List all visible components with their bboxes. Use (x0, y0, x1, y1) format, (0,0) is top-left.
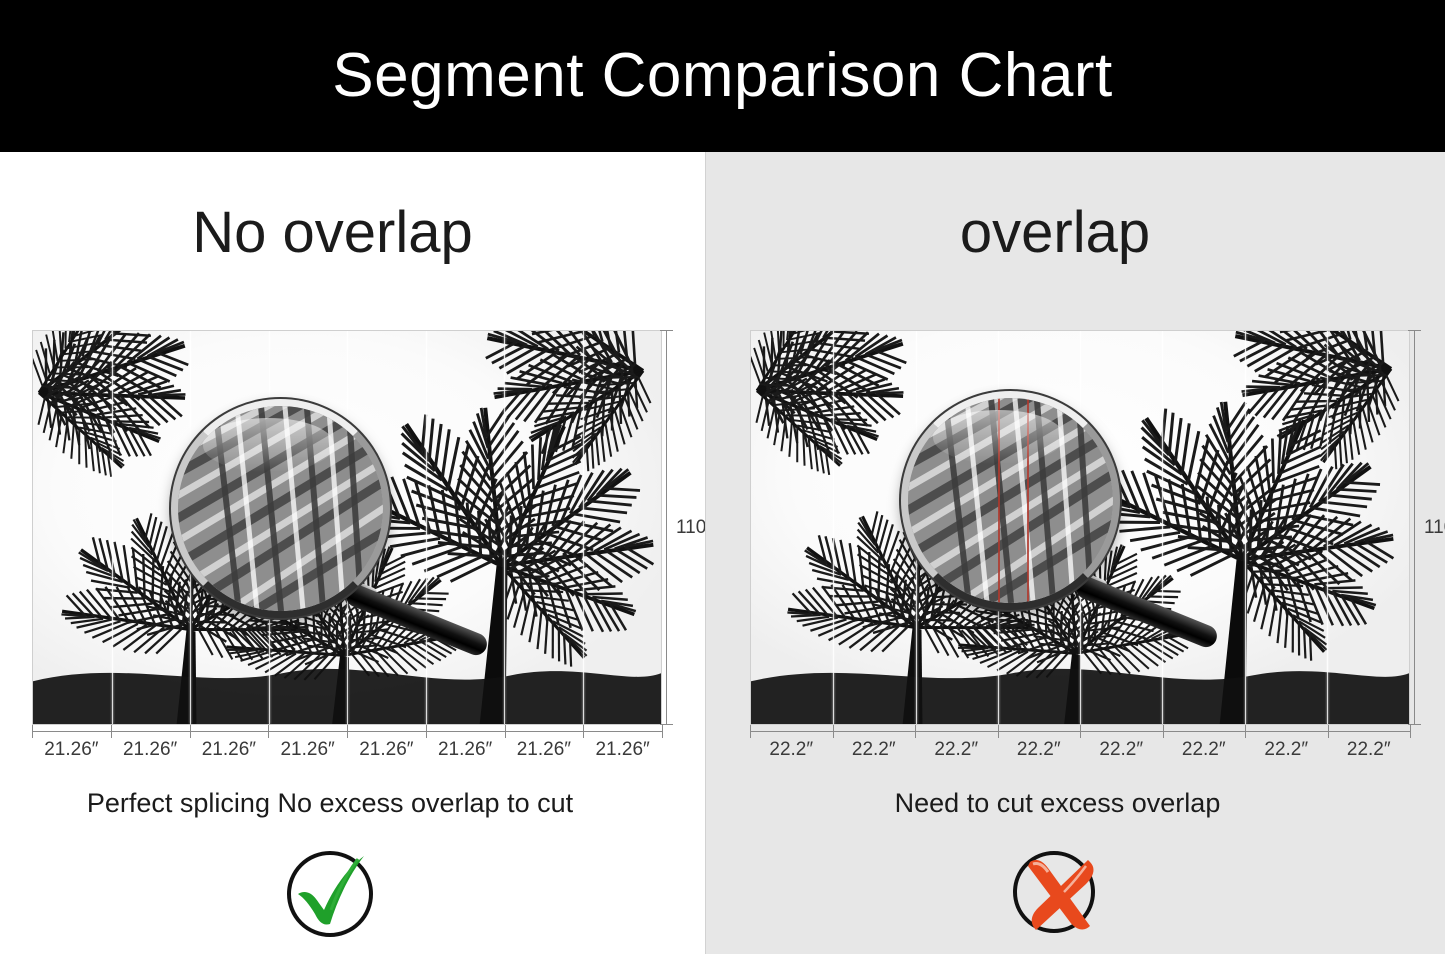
dimension-rule (666, 330, 667, 725)
mural-image-no-overlap (32, 330, 662, 725)
cross-mark-icon (1012, 851, 1095, 933)
dimension-tick (1408, 330, 1421, 331)
height-label: 110″ (1424, 516, 1445, 538)
segment-seam (1162, 331, 1164, 724)
dimension-rule (1414, 330, 1415, 725)
segment-seam (347, 331, 348, 724)
segment-seam (111, 331, 113, 724)
segment-width-label: 21.26″ (280, 739, 335, 760)
segment-seam (582, 331, 584, 724)
panel-no-overlap: No overlap (0, 152, 713, 954)
segment-seam (1326, 331, 1328, 724)
width-dimension-line-no-overlap: 21.26″ 21.26″ 21.26″ 21.26″ 21.26″ 21.26… (32, 725, 663, 777)
segment-seam (915, 331, 917, 724)
height-label: 110″ (676, 516, 714, 538)
segment-seam (997, 331, 999, 724)
verdict-no-overlap (0, 840, 705, 944)
caption-no-overlap: Perfect splicing No excess overlap to cu… (86, 788, 574, 818)
segment-seam (425, 331, 427, 724)
segment-width-label: 22.2″ (1016, 739, 1061, 760)
mural-figure-overlap: 22.2″ 22.2″ 22.2″ 22.2″ 22.2″ 22.2″ 22.2… (750, 330, 1411, 777)
panel-heading-overlap: overlap (959, 200, 1151, 265)
segment-seam (1244, 331, 1246, 724)
segment-width-label: 22.2″ (1099, 739, 1144, 760)
verdict-overlap (705, 840, 1445, 944)
segment-width-label: 21.26″ (595, 739, 650, 760)
segment-seam (833, 331, 835, 724)
panel-overlap: overlap (705, 152, 1445, 954)
segment-width-label: 21.26″ (359, 739, 414, 760)
segment-width-label: 21.26″ (122, 739, 178, 760)
segment-width-label: 22.2″ (1181, 739, 1226, 760)
segment-width-label: 22.2″ (1264, 739, 1309, 760)
title-banner: Segment Comparison Chart (0, 0, 1445, 152)
mural-figure-no-overlap: 21.26″ 21.26″ 21.26″ 21.26″ 21.26″ 21.26… (32, 330, 663, 777)
comparison-panels: No overlap (0, 152, 1445, 954)
segment-seam (190, 331, 191, 724)
dimension-tick (660, 724, 673, 725)
dimension-tick (1408, 724, 1421, 725)
panel-divider (705, 152, 706, 954)
panel-heading-no-overlap: No overlap (192, 200, 473, 265)
height-dimension-line-no-overlap: 110″ (660, 330, 723, 725)
segment-width-label: 21.26″ (201, 739, 257, 760)
segment-width-label: 22.2″ (851, 739, 896, 760)
segment-seam (268, 331, 270, 724)
page-title: Segment Comparison Chart (332, 41, 1113, 110)
height-dimension-line-overlap: 110″ (1408, 330, 1445, 725)
segment-width-label: 22.2″ (934, 739, 979, 760)
segment-width-label: 22.2″ (769, 739, 814, 760)
segment-width-label: 21.26″ (44, 739, 99, 760)
caption-overlap: Need to cut excess overlap (894, 788, 1221, 818)
segment-width-label: 21.26″ (437, 739, 493, 760)
segment-width-label: 22.2″ (1346, 739, 1391, 760)
width-dimension-line-overlap: 22.2″ 22.2″ 22.2″ 22.2″ 22.2″ 22.2″ 22.2… (750, 725, 1411, 777)
segment-seam (1080, 331, 1081, 724)
segment-width-label: 21.26″ (516, 739, 572, 760)
mural-image-overlap (750, 330, 1410, 725)
check-mark-icon (287, 851, 373, 937)
dimension-tick (660, 330, 673, 331)
segment-seam (504, 331, 505, 724)
